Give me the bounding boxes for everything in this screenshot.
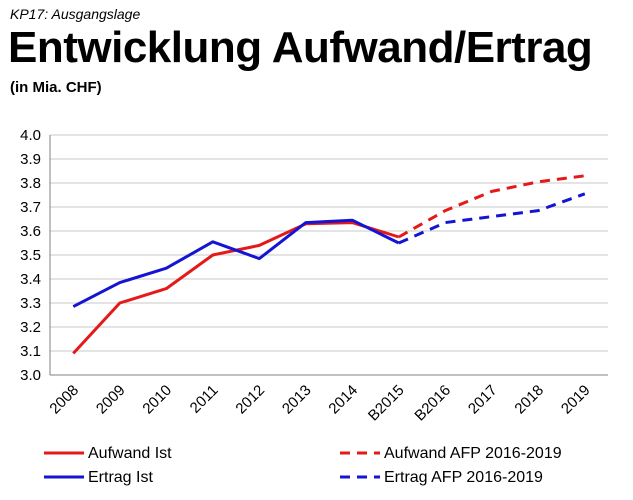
x-tick-label: 2014 [325, 382, 361, 418]
x-tick-label: 2009 [93, 382, 129, 418]
slide-kicker: KP17: Ausgangslage [10, 6, 141, 22]
y-tick-label: 3.0 [20, 367, 41, 384]
x-tick-label: 2011 [187, 382, 222, 417]
y-tick-label: 3.8 [20, 175, 41, 192]
series-line-1 [72, 221, 400, 355]
y-tick-label: 3.1 [20, 343, 41, 360]
y-axis-ticks: 3.0 3.1 3.2 3.3 3.4 3.5 3.6 3.7 3.8 3.9 4.0 [20, 127, 41, 384]
y-tick-label: 3.9 [20, 151, 41, 168]
y-tick-label: 3.7 [20, 199, 41, 216]
x-tick-label: 2019 [558, 382, 594, 418]
series-line-2 [72, 218, 400, 308]
grid-lines [49, 134, 608, 376]
legend-label: Ertrag Ist [88, 469, 153, 486]
unit-label: (in Mia. CHF) [10, 79, 102, 96]
legend: Aufwand Ist Ertrag Ist Aufwand AFP 2016-20… [44, 445, 562, 486]
series-line-4 [398, 192, 586, 245]
x-tick-label: 2012 [232, 382, 268, 418]
y-tick-label: 3.6 [20, 223, 41, 240]
y-tick-label: 3.5 [20, 247, 41, 264]
chart-title: Entwicklung Aufwand/Ertrag [8, 23, 593, 72]
series-line-3 [398, 174, 585, 239]
legend-label: Ertrag AFP 2016-2019 [384, 469, 543, 486]
x-tick-label: 2010 [139, 382, 175, 418]
y-tick-label: 3.3 [20, 295, 41, 312]
legend-label: Aufwand AFP 2016-2019 [384, 445, 562, 462]
x-tick-label: B2015 [365, 382, 408, 425]
x-tick-label: 2018 [511, 382, 547, 418]
x-tick-label: 2017 [465, 382, 501, 418]
x-tick-label: 2013 [279, 382, 315, 418]
x-axis-ticks: 2008 2009 2010 2011 2012 2013 2014 B2015 B2016 20… [46, 382, 593, 425]
y-tick-label: 3.2 [20, 319, 41, 336]
y-tick-label: 3.4 [20, 271, 41, 288]
y-tick-label: 4.0 [20, 127, 41, 144]
x-tick-label: B2016 [411, 382, 454, 425]
series-lines [72, 174, 586, 355]
legend-label: Aufwand Ist [88, 445, 172, 462]
x-tick-label: 2008 [46, 382, 82, 418]
